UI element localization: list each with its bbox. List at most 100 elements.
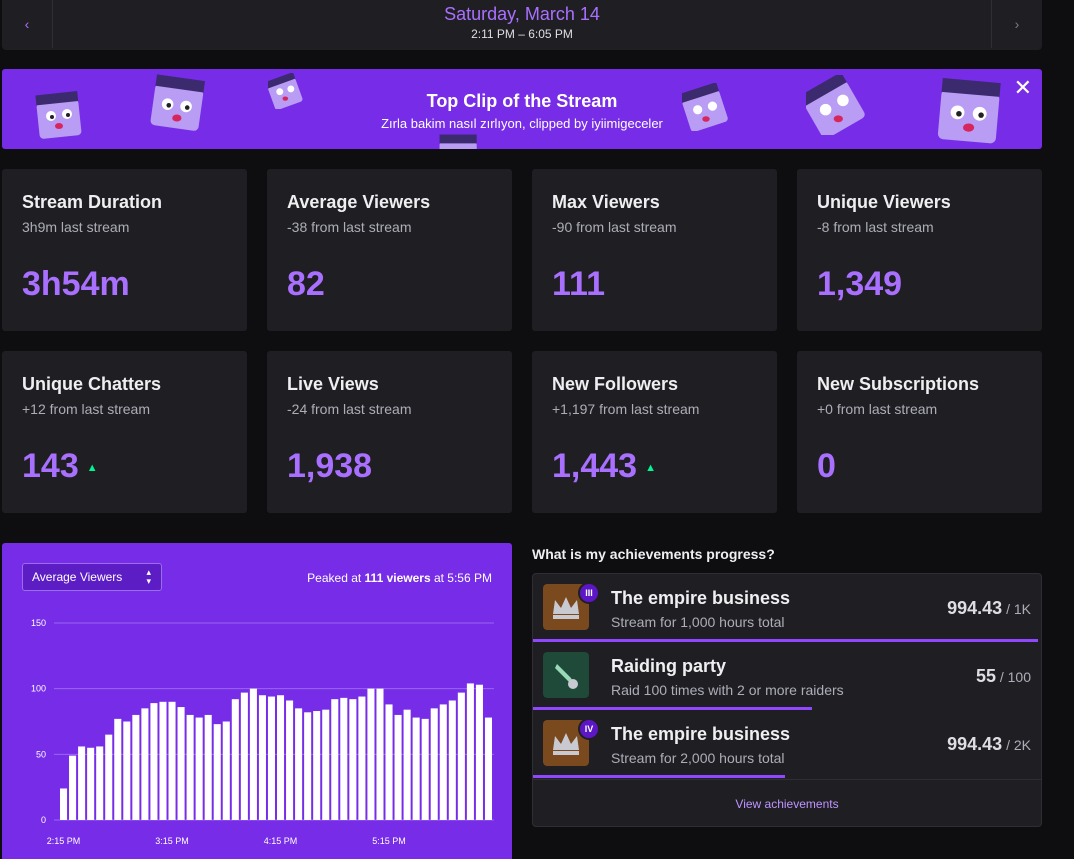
achievement-progress-value: 55 / 100	[975, 666, 1031, 686]
banner-subtitle: Zırla bakim nasıl zırlıyon, clipped by i…	[381, 116, 663, 131]
top-clip-banner[interactable]: Top Clip of the Stream Zırla bakim nasıl…	[2, 69, 1042, 149]
chart-bar	[168, 701, 176, 820]
raid-icon	[543, 652, 589, 698]
achievement-description: Stream for 1,000 hours total	[611, 614, 785, 630]
chart-bar	[96, 746, 104, 820]
chart-bar	[403, 709, 411, 820]
achievement-name: The empire business	[611, 724, 791, 744]
clapperboard-mascot-icon	[806, 75, 865, 135]
stat-value: 1,349	[817, 265, 903, 303]
stat-title: Average Viewers	[287, 192, 431, 212]
close-icon[interactable]: ✕	[1013, 75, 1032, 100]
chart-bar	[150, 703, 158, 820]
stat-title: Live Views	[287, 374, 379, 394]
chart-bar	[231, 699, 239, 820]
chart-bar	[87, 747, 95, 820]
chart-bar	[240, 692, 248, 820]
chart-bar	[457, 692, 465, 820]
date-header: ‹ Saturday, March 14 2:11 PM – 6:05 PM ›	[2, 0, 1042, 50]
chart-bar	[114, 718, 122, 820]
stat-card-new-subscriptions: New Subscriptions +0 from last stream 0	[797, 351, 1042, 513]
tier-badge: IV	[578, 718, 600, 740]
peak-viewers: 111 viewers	[364, 571, 431, 585]
chart-bar	[322, 709, 330, 820]
stat-value: 0	[817, 447, 836, 485]
y-tick-label: 0	[41, 815, 46, 825]
stat-card-unique-viewers: Unique Viewers -8 from last stream 1,349	[797, 169, 1042, 331]
trend-up-icon: ▲	[86, 461, 98, 474]
achievement-description: Stream for 2,000 hours total	[611, 750, 785, 766]
next-stream-button[interactable]: ›	[991, 0, 1042, 48]
stat-value: 3h54m	[22, 265, 130, 303]
achievement-item[interactable]: Raiding party Raid 100 times with 2 or m…	[533, 642, 1041, 710]
stat-title: Unique Chatters	[22, 374, 162, 394]
chart-bar	[78, 746, 86, 820]
chart-bar	[69, 755, 77, 820]
clapperboard-mascot-icon	[150, 74, 206, 131]
chart-bar	[295, 708, 303, 820]
chart-bar	[258, 695, 266, 820]
metric-select[interactable]: Average Viewers ▴ ▾	[22, 563, 162, 591]
stat-comparison: 3h9m last stream	[22, 219, 130, 235]
achievements-heading: What is my achievements progress?	[532, 546, 775, 562]
stat-card-new-followers: New Followers +1,197 from last stream 1,…	[532, 351, 777, 513]
achievement-name: Raiding party	[611, 656, 727, 676]
chart-bar	[430, 708, 438, 820]
clapperboard-mascot-icon	[439, 134, 477, 149]
achievement-item[interactable]: III The empire business Stream for 1,000…	[533, 574, 1041, 642]
chart-bar	[213, 724, 221, 820]
stat-value: 1,443 ▲	[552, 447, 656, 485]
tier-badge: III	[578, 582, 600, 604]
stat-title: New Subscriptions	[817, 374, 980, 394]
achievement-progress-value: 994.43 / 2K	[947, 734, 1031, 754]
stat-title: Stream Duration	[22, 192, 163, 212]
chart-bar	[358, 696, 366, 820]
stat-value: 111	[552, 265, 605, 303]
chart-bar	[340, 697, 348, 820]
stat-title: New Followers	[552, 374, 679, 394]
clapperboard-mascot-icon	[682, 83, 728, 131]
stat-comparison: -24 from last stream	[287, 401, 412, 417]
stat-comparison: -8 from last stream	[817, 219, 934, 235]
y-tick-label: 150	[31, 618, 46, 628]
stat-card-max-viewers: Max Viewers -90 from last stream 111	[532, 169, 777, 331]
clapperboard-mascot-icon	[268, 73, 303, 109]
stat-card-live-views: Live Views -24 from last stream 1,938	[267, 351, 512, 513]
stat-card-stream-duration: Stream Duration 3h9m last stream 3h54m	[2, 169, 247, 331]
y-tick-label: 100	[31, 684, 46, 694]
clapperboard-mascot-icon	[937, 78, 1001, 144]
chart-bar	[277, 695, 285, 820]
stat-comparison: -90 from last stream	[552, 219, 677, 235]
stat-value: 82	[287, 265, 325, 303]
chart-bar	[448, 700, 456, 820]
chart-bar	[313, 710, 321, 820]
chart-bar	[123, 721, 131, 820]
chart-bar	[412, 717, 420, 820]
view-achievements-link[interactable]: View achievements	[533, 779, 1041, 826]
chart-bar	[439, 704, 447, 820]
achievement-progress-bar	[533, 639, 1038, 642]
chart-bar	[186, 714, 194, 820]
crown-icon	[543, 720, 589, 766]
peak-summary: Peaked at 111 viewers at 5:56 PM	[307, 571, 492, 585]
trend-up-icon: ▲	[645, 461, 656, 474]
viewers-bar-chart: 0 50 100 150 2:15 PM 3:15 PM 4:15 PM 5:15 PM	[31, 618, 494, 846]
chart-bar	[222, 721, 230, 820]
stream-date: Saturday, March 14	[444, 4, 600, 24]
chart-bar	[376, 688, 384, 820]
metric-select-value: Average Viewers	[32, 570, 123, 584]
chart-bar	[159, 701, 167, 820]
chart-bar	[286, 700, 294, 820]
chart-bar	[60, 788, 68, 820]
chart-bar	[132, 714, 140, 820]
achievement-progress-bar	[533, 775, 786, 778]
chart-bar	[394, 714, 402, 820]
achievements-panel: III The empire business Stream for 1,000…	[532, 573, 1042, 827]
achievement-item[interactable]: IV The empire business Stream for 2,000 …	[533, 710, 1041, 778]
chart-bar	[367, 688, 375, 820]
x-tick-label: 2:15 PM	[47, 836, 81, 846]
previous-stream-button[interactable]: ‹	[2, 0, 53, 48]
chevron-up-down-icon: ▴ ▾	[146, 567, 151, 586]
banner-title: Top Clip of the Stream	[426, 91, 618, 111]
x-tick-label: 3:15 PM	[155, 836, 189, 846]
